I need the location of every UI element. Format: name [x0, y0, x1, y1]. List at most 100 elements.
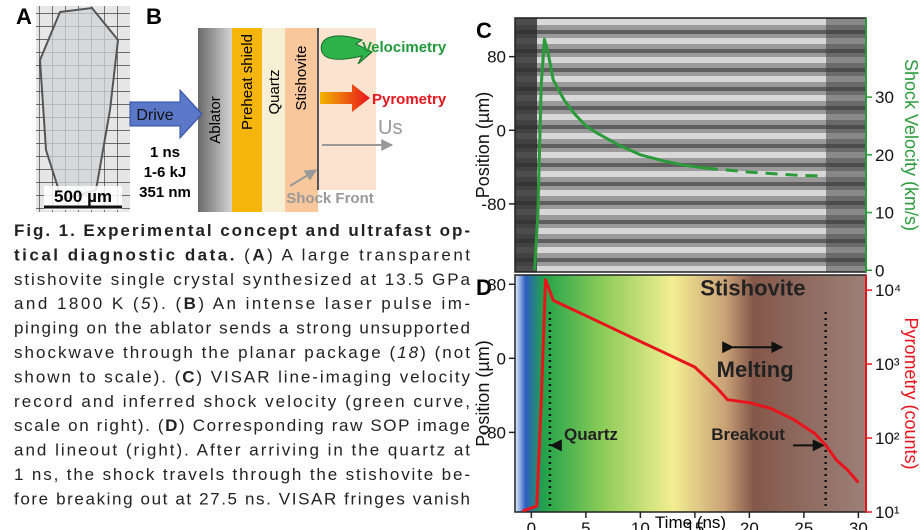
drive-param: 351 nm — [139, 184, 191, 201]
panel-label: B — [146, 4, 162, 29]
caption-text: shockwave through the planar package ( — [14, 343, 396, 362]
caption-italic: 5 — [141, 294, 151, 313]
preheat-shield — [232, 28, 262, 212]
x-tick-label: 10 — [631, 519, 650, 530]
caption-text: and 1800 K ( — [14, 294, 139, 313]
visar-image — [515, 18, 537, 272]
x-axis-label: Time (ns) — [655, 513, 726, 530]
caption-line: and lineout (right). After arriving in t… — [14, 441, 470, 460]
sop-image — [515, 275, 866, 512]
y-axis-label: Position (µm) — [473, 92, 493, 198]
caption-bold: C — [182, 367, 194, 386]
y-tick-label: 80 — [487, 275, 506, 294]
y-tick-label: -80 — [481, 195, 506, 214]
caption-bold: Fig. 1. Experimental concept and ultrafa… — [14, 221, 470, 240]
scale-bar-label: 500 µm — [54, 187, 112, 206]
quartz-layer — [262, 28, 285, 212]
caption-line: tical diagnostic data. (A) A large trans… — [14, 245, 470, 264]
caption-line: shown to scale). (C) VISAR line-imaging … — [14, 367, 471, 386]
drive-arrow — [129, 88, 203, 140]
caption-bold: B — [184, 294, 196, 313]
panel-label: D — [476, 275, 492, 300]
caption-text: ) An intense laser pulse im- — [198, 294, 470, 313]
caption-text: ). ( — [153, 294, 182, 313]
caption-text: ) A large transparent — [267, 245, 470, 264]
caption-line: scale on right). (D) Corresponding raw S… — [14, 416, 470, 435]
layer-label: Preheat shield — [239, 34, 256, 130]
caption-line: fore breaking out at 27.5 ns. VISAR frin… — [14, 489, 470, 508]
shock-front-label: Shock Front — [286, 190, 374, 207]
caption-text: shown to scale). ( — [14, 367, 181, 386]
caption-text: record and inferred shock velocity (gree… — [14, 392, 470, 411]
visar-image — [515, 18, 866, 272]
x-tick-label: 15 — [685, 519, 704, 530]
series-line — [522, 278, 860, 513]
layer-label: Stishovite — [293, 45, 310, 110]
caption-text: stishovite single crystal synthesized at… — [14, 270, 471, 289]
y2-tick-label: 20 — [875, 146, 894, 165]
ablator — [198, 28, 232, 212]
panel-label: A — [16, 4, 32, 29]
y-tick-label: 0 — [497, 349, 506, 368]
y-tick-label: 0 — [497, 121, 506, 140]
caption-line: record and inferred shock velocity (gree… — [14, 392, 470, 411]
caption-text: pinging on the ablator sends a strong un… — [14, 319, 470, 338]
caption-text: ) Corresponding raw SOP image — [179, 416, 470, 435]
velocimetry-arrow — [320, 35, 373, 65]
y2-tick-label: 10¹ — [875, 503, 900, 522]
pyrometry-arrow — [320, 84, 370, 112]
caption-text: and lineout (right). After arriving in t… — [14, 441, 470, 460]
annotation: Quartz — [564, 425, 618, 444]
caption: Fig. 1. Experimental concept and ultrafa… — [14, 221, 471, 508]
us-label: Us — [378, 117, 402, 139]
stishovite-layer — [285, 28, 318, 212]
drive-param: 1 ns — [150, 144, 180, 161]
caption-line: Fig. 1. Experimental concept and ultrafa… — [14, 221, 470, 240]
caption-text: ) (not — [420, 343, 470, 362]
series-line — [533, 37, 706, 271]
annotation: Melting — [717, 357, 794, 382]
caption-line: and 1800 K (5). (B) An intense laser pul… — [14, 294, 470, 313]
layer-label: Quartz — [266, 69, 283, 114]
caption-line: stishovite single crystal synthesized at… — [14, 270, 471, 289]
caption-line: shockwave through the planar package (18… — [14, 343, 470, 362]
caption-bold: A — [252, 245, 264, 264]
caption-line: 1 ns, the shock travels through the stis… — [14, 465, 470, 484]
caption-text: scale on right). ( — [14, 416, 164, 435]
caption-text: fore breaking out at 27.5 ns. VISAR frin… — [14, 489, 470, 508]
series-line — [705, 166, 826, 178]
panel-a: 500 µm A — [16, 4, 130, 212]
drive-param: 1-6 kJ — [144, 164, 187, 181]
drive-label: Drive — [136, 107, 173, 124]
y2-tick-label: 30 — [875, 88, 894, 107]
y2-tick-label: 10⁴ — [875, 281, 901, 300]
y2-tick-label: 10² — [875, 429, 900, 448]
y2-axis-label: Shock Velocity (km/s) — [901, 59, 921, 231]
y2-axis-label: Pyrometry (counts) — [901, 317, 921, 469]
velocimetry-label: Velocimetry — [362, 39, 447, 56]
caption-bold: D — [165, 416, 177, 435]
annotation: Stishovite — [700, 275, 805, 300]
caption-text: 1 ns, the shock travels through the stis… — [14, 465, 470, 484]
caption-line: pinging on the ablator sends a strong un… — [14, 319, 470, 338]
y2-tick-label: 0 — [875, 261, 884, 280]
panel-b: B Ablator Preheat shield Quartz Stishovi… — [129, 4, 447, 212]
caption-bold: tical diagnostic data. — [14, 245, 234, 264]
visar-image — [826, 18, 866, 272]
caption-italic: 18 — [397, 343, 418, 362]
panel-label: C — [476, 18, 492, 43]
y2-tick-label: 10³ — [875, 355, 900, 374]
y-tick-label: 80 — [487, 48, 506, 67]
x-tick-label: 25 — [794, 519, 813, 530]
x-tick-label: 20 — [740, 519, 759, 530]
x-tick-label: 30 — [849, 519, 868, 530]
y-axis-label: Position (µm) — [473, 340, 493, 446]
layer-label: Ablator — [207, 96, 224, 144]
pyrometry-label: Pyrometry — [372, 91, 447, 108]
shock-front-arrow — [289, 169, 318, 187]
x-tick-label: 0 — [527, 519, 536, 530]
annotation: Breakout — [711, 425, 785, 444]
caption-text: ) VISAR line-imaging velocity — [196, 367, 470, 386]
